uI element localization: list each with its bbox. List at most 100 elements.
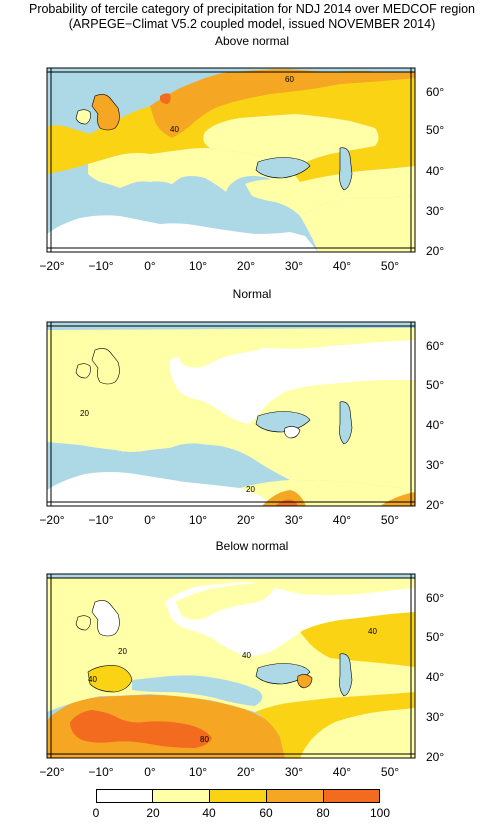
high-probability-patch: [70, 710, 212, 748]
black-sea: [255, 663, 311, 685]
lat-label: 50°: [426, 123, 445, 137]
map-panel-below-normal: 20 40 40 40 80: [0, 572, 504, 792]
high-probability-patch: [275, 499, 298, 506]
lat-label: 40°: [426, 418, 445, 432]
contour-label: 20: [80, 409, 89, 418]
lat-label: 50°: [426, 630, 445, 644]
lat-label: 20°: [426, 244, 445, 258]
caspian-sea: [339, 401, 353, 445]
lat-label: 40°: [426, 164, 445, 178]
panel-title-normal: Normal: [232, 287, 272, 301]
contour-label: 20: [246, 485, 255, 494]
lon-label: 20°: [236, 765, 256, 779]
scandinavia-land: [175, 583, 275, 620]
lon-label: 0°: [144, 513, 156, 527]
contour-label: 20: [118, 647, 127, 656]
anatolia-orange-patch: [297, 674, 313, 689]
anatolia-land: [245, 166, 415, 216]
colorbar-box-40-60: [209, 789, 267, 803]
east-europe-land: [300, 612, 415, 667]
lat-label: 60°: [426, 339, 445, 353]
colorbar: [96, 789, 380, 803]
colorbar-box-60-80: [266, 789, 324, 803]
lon-label: 20°: [236, 513, 256, 527]
map-panel-normal: 20 20: [0, 320, 504, 540]
contour-label: 40: [368, 627, 377, 636]
scandinavia-land: [150, 69, 415, 138]
contour-label: 80: [200, 735, 209, 744]
lon-label: −20°: [39, 765, 65, 779]
central-europe-land: [47, 74, 415, 182]
figure-title: Probability of tercile category of preci…: [28, 2, 476, 16]
lon-label: 0°: [144, 765, 156, 779]
colorbar-tick: 0: [92, 806, 100, 820]
lon-label: 50°: [380, 513, 400, 527]
lon-label: −10°: [88, 259, 114, 273]
lon-label: −20°: [39, 513, 65, 527]
british-isles-land: [91, 94, 120, 131]
map-frame: [46, 321, 416, 507]
central-europe-land: [170, 340, 415, 424]
lat-label: 20°: [426, 750, 445, 764]
ireland-land: [75, 363, 91, 379]
caspian-sea: [339, 147, 353, 191]
map-below-normal: 20 40 40 40 80: [46, 573, 416, 759]
contour-label: 40: [242, 651, 251, 660]
figure-subtitle: (ARPEGE−Climat V5.2 coupled model, issue…: [68, 17, 436, 31]
black-sea: [255, 157, 311, 179]
arabia-light-patch: [300, 708, 415, 758]
lon-label: 40°: [332, 765, 352, 779]
map-frame: [46, 67, 416, 253]
colorbar-tick: 40: [202, 806, 216, 820]
lon-label: 0°: [144, 259, 156, 273]
contour-label: 60: [285, 75, 294, 84]
lon-label: 10°: [188, 259, 208, 273]
map-above-normal: 40 60: [46, 67, 416, 253]
lat-label: 60°: [426, 85, 445, 99]
lon-label: 50°: [380, 765, 400, 779]
africa-land: [47, 472, 275, 506]
colorbar-tick: 80: [316, 806, 330, 820]
lon-label: 40°: [332, 259, 352, 273]
lat-label: 40°: [426, 670, 445, 684]
ireland-land: [75, 109, 91, 125]
map-frame: [46, 573, 416, 759]
anatolia-white-patch: [284, 426, 301, 439]
lon-label: 30°: [284, 513, 304, 527]
contour-label: 40: [88, 675, 97, 684]
africa-land: [47, 215, 318, 252]
panel-title-above-normal: Above normal: [214, 34, 290, 48]
colorbar-tick: 100: [369, 806, 391, 820]
lon-label: 10°: [188, 513, 208, 527]
lon-label: 40°: [332, 513, 352, 527]
lat-label: 30°: [426, 710, 445, 724]
mediterranean-sea: [132, 675, 263, 706]
lat-label: 20°: [426, 498, 445, 512]
panel-title-below-normal: Below normal: [215, 539, 289, 553]
ireland-land: [75, 615, 91, 631]
arabia-land: [300, 196, 415, 252]
map-normal: 20 20: [46, 321, 416, 507]
lon-label: 30°: [284, 765, 304, 779]
lon-label: −20°: [39, 259, 65, 273]
lon-label: −10°: [88, 513, 114, 527]
colorbar-tick: 60: [259, 806, 273, 820]
lat-label: 50°: [426, 378, 445, 392]
black-sea: [255, 411, 311, 433]
lon-label: 20°: [236, 259, 256, 273]
east-europe-land: [203, 114, 379, 171]
south-europe-land: [88, 148, 303, 204]
lon-label: 50°: [380, 259, 400, 273]
map-panel-above-normal: 40 60: [0, 66, 504, 286]
lon-label: −10°: [88, 765, 114, 779]
colorbar-tick: 20: [146, 806, 160, 820]
scandinavia-land: [175, 331, 275, 368]
lat-label: 30°: [426, 204, 445, 218]
colorbar-box-80-100: [323, 789, 380, 803]
lon-label: 30°: [284, 259, 304, 273]
lon-label: 10°: [188, 765, 208, 779]
mediterranean-sea: [80, 443, 262, 479]
british-isles-land: [91, 600, 120, 637]
british-isles-land: [91, 348, 120, 385]
colorbar-box-0-20: [96, 789, 153, 803]
